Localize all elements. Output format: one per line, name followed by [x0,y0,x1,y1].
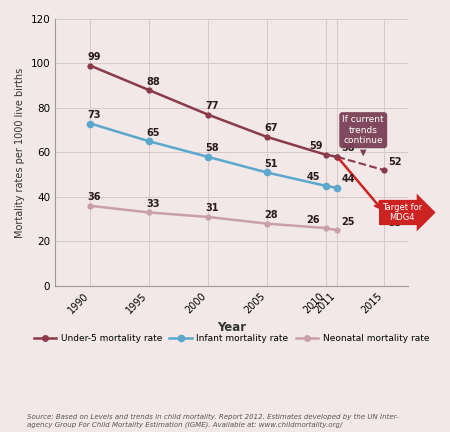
Text: 52: 52 [388,157,402,167]
Text: 33: 33 [146,199,160,209]
X-axis label: Year: Year [217,321,246,334]
Text: 36: 36 [88,192,101,202]
Text: 99: 99 [88,52,101,62]
Text: 67: 67 [264,123,278,133]
Text: 65: 65 [146,128,160,138]
Text: Target for
MDG4: Target for MDG4 [382,203,422,222]
Text: 88: 88 [146,76,160,86]
Text: 33: 33 [388,219,402,229]
Legend: Under-5 mortality rate, Infant mortality rate, Neonatal mortality rate: Under-5 mortality rate, Infant mortality… [30,330,433,346]
Text: 26: 26 [306,215,319,225]
Text: 51: 51 [264,159,278,169]
Text: 58: 58 [342,143,355,153]
Text: 73: 73 [88,110,101,120]
Text: 77: 77 [205,101,219,111]
Text: 25: 25 [342,217,355,227]
Text: 28: 28 [264,210,278,220]
Text: 31: 31 [205,203,219,213]
Text: 45: 45 [306,172,319,182]
Text: 58: 58 [205,143,219,153]
Text: Source: Based on Levels and trends in child mortality. Report 2012. Estimates de: Source: Based on Levels and trends in ch… [27,414,399,428]
Text: 44: 44 [342,175,355,184]
Y-axis label: Mortality rates per 1000 live births: Mortality rates per 1000 live births [15,67,25,238]
Text: If current
trends
continue: If current trends continue [342,115,384,159]
Text: 59: 59 [309,141,323,151]
